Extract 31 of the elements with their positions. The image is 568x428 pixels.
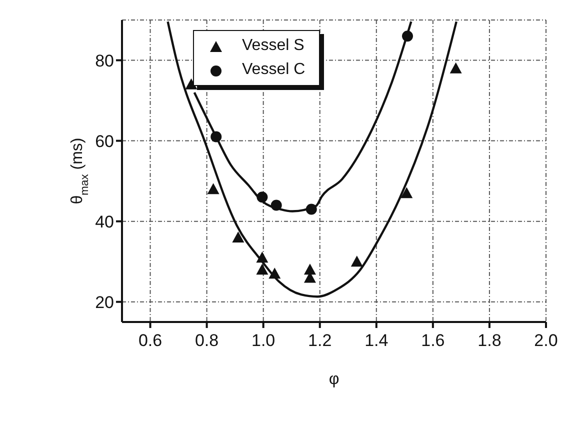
y-tick-label: 20 bbox=[95, 292, 114, 312]
point bbox=[304, 264, 316, 275]
x-tick-label: 1.8 bbox=[478, 331, 502, 350]
point bbox=[256, 264, 268, 275]
point bbox=[232, 231, 244, 242]
x-tick-label: 1.6 bbox=[421, 331, 445, 350]
point bbox=[400, 187, 413, 198]
x-tick-label: 2.0 bbox=[534, 331, 558, 350]
legend-label: Vessel C bbox=[242, 60, 306, 80]
point bbox=[256, 192, 268, 203]
x-tick-label: 0.6 bbox=[138, 331, 162, 350]
y-tick-label: 40 bbox=[95, 212, 114, 232]
point bbox=[450, 62, 462, 74]
legend-label: Vessel S bbox=[242, 36, 304, 56]
point bbox=[270, 200, 282, 211]
point bbox=[402, 30, 413, 42]
y-tick-label: 60 bbox=[95, 132, 114, 151]
point bbox=[185, 78, 198, 90]
y-tick-label: 80 bbox=[95, 51, 114, 70]
point bbox=[207, 183, 220, 194]
x-tick-label: 1.0 bbox=[252, 331, 276, 350]
point bbox=[306, 204, 317, 215]
x-axis-title: φ bbox=[328, 371, 340, 388]
point bbox=[210, 131, 222, 142]
x-tick-label: 1.2 bbox=[308, 331, 332, 350]
point bbox=[350, 256, 363, 267]
point bbox=[256, 252, 268, 263]
point bbox=[268, 268, 281, 279]
x-tick-label: 1.4 bbox=[364, 331, 388, 350]
line-series bbox=[166, 20, 458, 298]
x-tick-label: 0.8 bbox=[194, 331, 219, 350]
